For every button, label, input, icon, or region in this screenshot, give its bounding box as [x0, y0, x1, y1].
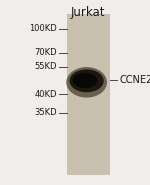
- Bar: [67, 14, 110, 175]
- Text: CCNE2: CCNE2: [119, 75, 150, 85]
- Text: 100KD: 100KD: [29, 24, 57, 33]
- Text: 70KD: 70KD: [34, 48, 57, 57]
- Text: 35KD: 35KD: [34, 108, 57, 117]
- Ellipse shape: [73, 73, 98, 88]
- Text: 55KD: 55KD: [34, 62, 57, 71]
- Ellipse shape: [66, 67, 107, 97]
- Text: 40KD: 40KD: [34, 90, 57, 99]
- Ellipse shape: [70, 69, 104, 92]
- Text: Jurkat: Jurkat: [71, 6, 105, 19]
